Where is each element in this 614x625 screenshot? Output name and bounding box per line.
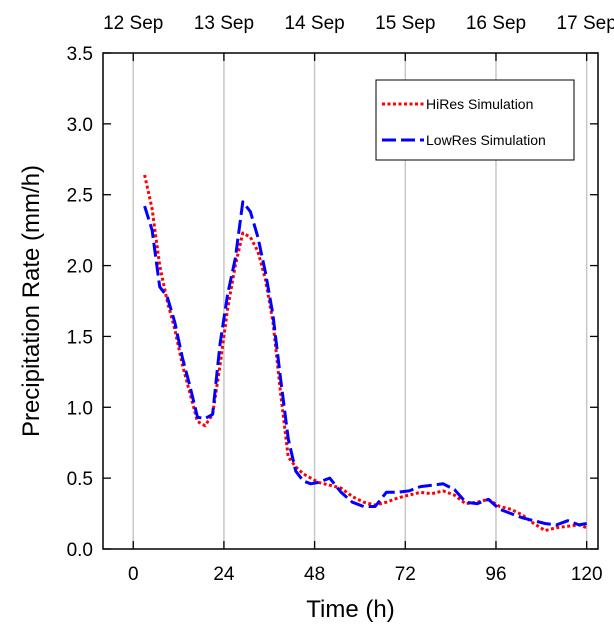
legend-box	[375, 79, 575, 161]
x-tick-label: 120	[571, 564, 603, 585]
x-axis-title: Time (h)	[306, 596, 394, 623]
series-line-lowres	[143, 200, 587, 527]
x-tick-label: 24	[213, 564, 235, 585]
x-tick-label: 72	[395, 564, 416, 585]
y-tick-label: 2.5	[67, 186, 93, 207]
x-tick-label: 48	[304, 564, 325, 585]
series-line-hires	[143, 174, 588, 533]
top-tick-label: 13 Sep	[194, 13, 254, 34]
top-tick-label: 16 Sep	[466, 13, 526, 34]
legend-label: HiRes Simulation	[426, 96, 533, 112]
top-tick-label: 17 Sep	[557, 13, 614, 34]
axes: 0 24 48 72 96 120 12 Sep 13 Sep 14 Sep 15 Sep 16 S…	[67, 13, 614, 585]
y-tick-label: 3.0	[67, 115, 93, 136]
legend-label: LowRes Simulation	[426, 132, 546, 148]
y-tick-label: 2.0	[67, 257, 93, 278]
y-tick-label: 3.5	[67, 44, 93, 65]
y-axis-title: Precipitation Rate (mm/h)	[18, 165, 45, 437]
series-lines	[143, 174, 588, 533]
top-tick-label: 12 Sep	[103, 13, 163, 34]
y-tick-label: 1.0	[67, 398, 93, 419]
y-tick-label: 0.5	[67, 469, 93, 490]
top-tick-label: 15 Sep	[375, 13, 435, 34]
plot-frame	[102, 52, 599, 550]
top-tick-label: 14 Sep	[284, 13, 344, 34]
x-tick-label: 0	[128, 564, 139, 585]
y-tick-label: 0.0	[67, 540, 93, 561]
y-tick-label: 1.5	[67, 327, 93, 348]
x-tick-label: 96	[485, 564, 506, 585]
legend: HiRes Simulation LowRes Simulation	[375, 79, 575, 161]
